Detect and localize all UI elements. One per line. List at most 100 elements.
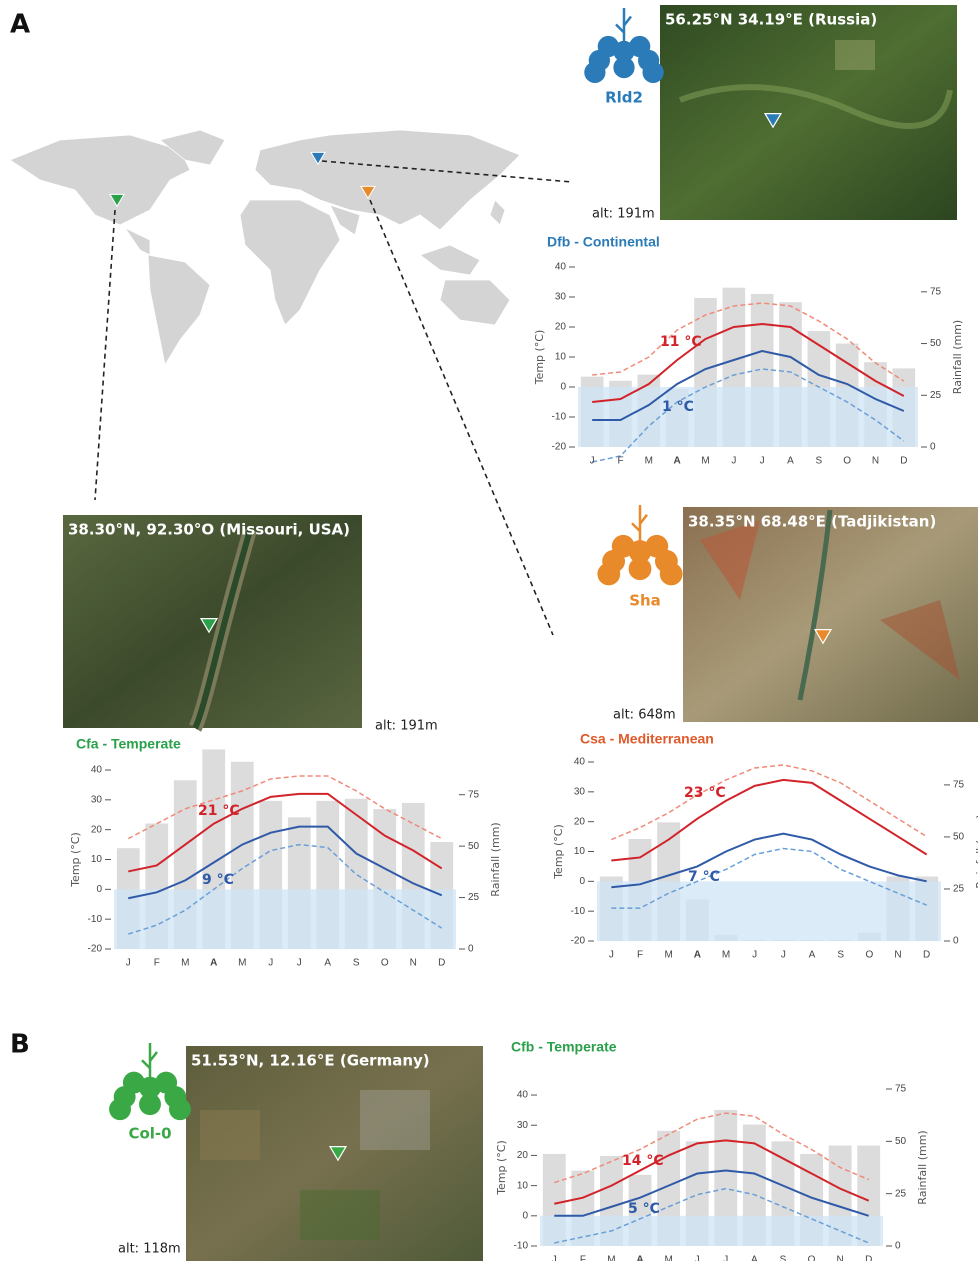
y2-tick-label: 0 (953, 936, 959, 947)
y-tick-label: 20 (574, 816, 586, 827)
x-tick-label: A (751, 1255, 758, 1261)
site-coordinates: 51.53°N, 12.16°E (Germany) (191, 1052, 430, 1070)
x-tick-label: F (154, 958, 160, 969)
y2-tick-label: 25 (953, 884, 965, 895)
x-tick-label: F (580, 1255, 586, 1261)
y2-tick-label: 0 (930, 442, 936, 453)
x-tick-label: N (872, 456, 879, 467)
x-tick-label: J (781, 950, 786, 961)
annotation: 5 °C (628, 1201, 660, 1217)
x-tick-label: N (837, 1255, 844, 1261)
accession-name: Sha (629, 592, 661, 610)
x-tick-label: A (324, 958, 331, 969)
plant-leaf (584, 62, 605, 83)
x-tick-label: M (701, 456, 709, 467)
chart-title: Cfb - Temperate (511, 1039, 617, 1055)
x-tick-label: J (760, 456, 765, 467)
annotation: 11 °C (660, 334, 702, 350)
x-tick-label: A (787, 456, 794, 467)
plant-leaf (139, 1077, 161, 1099)
y-tick-label: -20 (88, 944, 103, 955)
y2-tick-label: 75 (930, 286, 942, 297)
site-altitude: alt: 191m (592, 207, 655, 222)
x-tick-label: J (695, 1255, 700, 1261)
plant-leaf (613, 41, 634, 62)
plant-leaf (660, 563, 683, 586)
x-tick-label: O (808, 1255, 816, 1261)
y-tick-label: 0 (579, 876, 585, 887)
x-tick-label: S (837, 950, 844, 961)
plant-leaf (169, 1098, 191, 1120)
y-axis-label: Temp (°C) (69, 832, 82, 888)
y-tick-label: 30 (555, 292, 567, 303)
frost-zone (540, 1216, 883, 1246)
y-tick-label: 40 (517, 1090, 529, 1101)
x-tick-label: A (809, 950, 816, 961)
x-tick-label: J (297, 958, 302, 969)
frost-zone (578, 387, 918, 447)
site-altitude: alt: 191m (375, 719, 438, 734)
x-tick-label: J (723, 1255, 728, 1261)
annotation: 7 °C (688, 869, 720, 885)
x-tick-label: M (664, 950, 672, 961)
y2-axis-label: Rainfall (mm) (974, 814, 978, 888)
y2-tick-label: 50 (468, 841, 480, 852)
y-tick-label: -10 (571, 906, 586, 917)
y-tick-label: 10 (555, 352, 567, 363)
y-tick-label: 30 (91, 794, 103, 805)
x-tick-label: M (664, 1255, 672, 1261)
site-altitude: alt: 648m (613, 708, 676, 723)
world-map (10, 130, 520, 365)
x-tick-label: O (381, 958, 389, 969)
y-tick-label: 0 (96, 884, 102, 895)
x-tick-label: F (617, 456, 623, 467)
y2-tick-label: 25 (930, 390, 942, 401)
x-tick-label: D (865, 1255, 872, 1261)
x-tick-label: M (181, 958, 189, 969)
chart-title: Cfa - Temperate (76, 736, 181, 752)
x-tick-label: M (238, 958, 246, 969)
accession-name: Rld2 (605, 89, 643, 107)
x-tick-label: S (353, 958, 360, 969)
y2-tick-label: 50 (953, 832, 965, 843)
y-tick-label: 30 (574, 786, 586, 797)
y2-axis-label: Rainfall (mm) (916, 1130, 929, 1204)
plant-leaf (642, 62, 663, 83)
x-tick-label: J (552, 1255, 557, 1261)
x-tick-label: J (731, 456, 736, 467)
plant-leaf (109, 1098, 131, 1120)
y-tick-label: -10 (88, 914, 103, 925)
annotation: 23 °C (684, 785, 726, 801)
satellite-images (63, 5, 978, 1261)
y2-tick-label: 0 (468, 944, 474, 955)
plant-leaf (597, 563, 620, 586)
panel-label: A (10, 10, 30, 40)
y2-axis-label: Rainfall (mm) (489, 822, 502, 896)
annotation: 21 °C (198, 803, 240, 819)
x-tick-label: M (645, 456, 653, 467)
y2-tick-label: 75 (953, 780, 965, 791)
y-axis-label: Temp (°C) (495, 1140, 508, 1196)
site-coordinates: 38.30°N, 92.30°O (Missouri, USA) (68, 521, 350, 539)
annotation: 1 °C (662, 399, 694, 415)
annotation: 14 °C (622, 1153, 664, 1169)
x-tick-label: S (815, 456, 822, 467)
site-coordinates: 56.25°N 34.19°E (Russia) (665, 11, 877, 29)
plant-leaf (629, 540, 652, 563)
site-coordinates: 38.35°N 68.48°E (Tadjikistan) (688, 513, 936, 531)
y-tick-label: 10 (574, 846, 586, 857)
plant-icon (584, 8, 664, 83)
y2-tick-label: 50 (895, 1136, 907, 1147)
y2-tick-label: 25 (468, 892, 480, 903)
x-tick-label: J (752, 950, 757, 961)
x-tick-label: A (694, 950, 701, 961)
y-tick-label: 40 (555, 262, 567, 273)
y2-tick-label: 75 (468, 789, 480, 800)
panel-label: B (10, 1030, 30, 1060)
y2-tick-label: 0 (895, 1241, 901, 1252)
y2-axis-label: Rainfall (mm) (951, 320, 964, 394)
x-tick-label: A (210, 958, 217, 969)
accession-name: Col-0 (128, 1125, 171, 1143)
plant-icon (597, 505, 682, 585)
x-tick-label: S (780, 1255, 787, 1261)
